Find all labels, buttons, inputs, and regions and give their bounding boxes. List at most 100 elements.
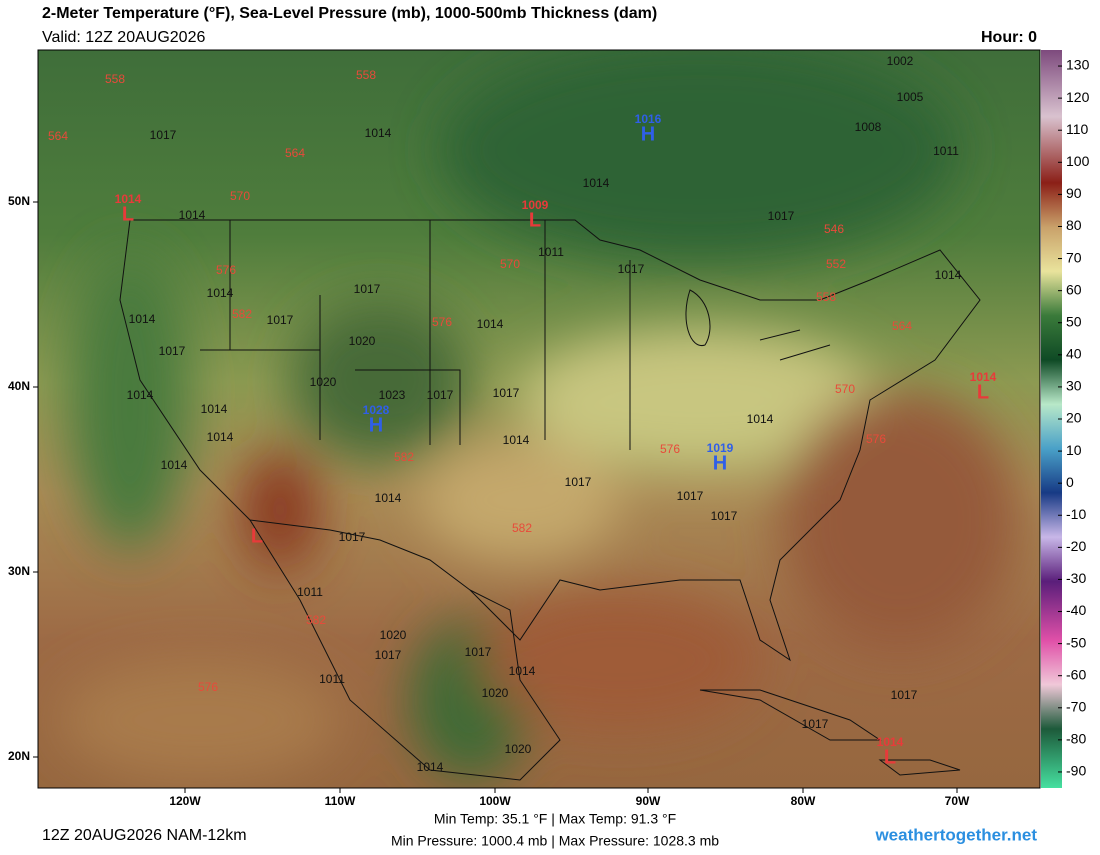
isobar-label: 1014 <box>161 458 188 472</box>
isobar-label: 1014 <box>509 664 536 678</box>
isobar-label: 1011 <box>319 672 345 686</box>
lon-label: 110W <box>325 794 356 808</box>
isobar-label: 1014 <box>207 430 234 444</box>
lon-label: 120W <box>169 794 201 808</box>
colorbar-label: -40 <box>1066 602 1086 618</box>
colorbar-label: 130 <box>1066 57 1090 73</box>
thickness-label: 564 <box>892 319 912 333</box>
isobar-label: 1017 <box>802 717 829 731</box>
isobar-label: 1005 <box>897 90 924 104</box>
isobar-label: 1017 <box>711 509 738 523</box>
lon-label: 100W <box>479 794 511 808</box>
lon-label: 90W <box>636 794 661 808</box>
center-value: 1014 <box>877 735 904 749</box>
center-value: 1016 <box>635 112 662 126</box>
colorbar-label: 120 <box>1066 89 1090 105</box>
colorbar-label: 80 <box>1066 217 1082 233</box>
isobar-label: 1014 <box>583 176 610 190</box>
thickness-label: 582 <box>306 613 326 627</box>
thickness-label: 576 <box>216 263 236 277</box>
model-run: 12Z 20AUG2026 NAM-12km <box>42 827 247 844</box>
thickness-label: 582 <box>232 307 252 321</box>
center-letter: H <box>641 123 655 145</box>
temperature-range: Min Temp: 35.1 °F | Max Temp: 91.3 °F <box>434 811 676 827</box>
thickness-label: 558 <box>356 68 376 82</box>
colorbar-label: -60 <box>1066 666 1086 682</box>
isobar-label: 1014 <box>129 312 156 326</box>
isobar-label: 1020 <box>349 334 376 348</box>
axis-labels: 50N 40N 30N 20N 120W 110W 100W 90W 80W 70W <box>8 194 970 808</box>
contour-labels: 1017 1014 1014 1014 1017 1011 1017 1014 1017 1017… <box>48 54 997 774</box>
brand: weathertogether.net <box>874 825 1037 844</box>
isobar-label: 1014 <box>201 402 228 416</box>
center-letter: L <box>977 381 989 403</box>
thickness-label: 582 <box>394 450 414 464</box>
isobar-label: 1017 <box>354 282 381 296</box>
isobar-label: 1014 <box>365 126 392 140</box>
isobar-label: 1014 <box>179 208 206 222</box>
colorbar-label: 50 <box>1066 313 1082 329</box>
colorbar-label: 60 <box>1066 281 1082 297</box>
thickness-label: 582 <box>512 521 532 535</box>
isobar-label: 1017 <box>768 209 795 223</box>
isobar-label: 1014 <box>747 412 774 426</box>
isobar-label: 1017 <box>427 388 454 402</box>
isobar-label: 1020 <box>505 742 532 756</box>
isobar-label: 1008 <box>855 120 882 134</box>
isobar-label: 1011 <box>297 585 323 599</box>
colorbar-label: 90 <box>1066 185 1082 201</box>
isobar-label: 1017 <box>150 128 177 142</box>
colorbar <box>1041 50 1062 788</box>
colorbar-label: 30 <box>1066 378 1082 394</box>
isobar-label: 1020 <box>482 686 509 700</box>
colorbar-label: 70 <box>1066 249 1082 265</box>
isobar-label: 1017 <box>677 489 704 503</box>
lat-label: 20N <box>8 749 30 763</box>
isobar-label: 1002 <box>887 54 914 68</box>
center-letter: L <box>529 209 541 231</box>
thickness-label: 564 <box>48 129 68 143</box>
isobar-label: 1014 <box>207 286 234 300</box>
isobar-label: 1014 <box>375 491 402 505</box>
colorbar-label: -30 <box>1066 570 1086 586</box>
isobar-label: 1023 <box>379 388 406 402</box>
isobar-label: 1017 <box>493 386 520 400</box>
isobar-label: 1017 <box>375 648 402 662</box>
isobar-label: 1014 <box>935 268 962 282</box>
lat-label: 40N <box>8 379 30 393</box>
center-value: 1009 <box>522 198 549 212</box>
thickness-label: 576 <box>198 680 218 694</box>
colorbar-label: 0 <box>1066 474 1074 490</box>
thickness-label: 570 <box>835 382 855 396</box>
center-letter: L <box>122 203 134 225</box>
temperature-shading <box>60 50 1020 780</box>
isobar-label: 1014 <box>127 388 154 402</box>
isobar-label: 1017 <box>465 645 492 659</box>
thickness-label: 552 <box>826 257 846 271</box>
colorbar-label: 110 <box>1066 121 1089 137</box>
center-value: 1014 <box>115 192 142 206</box>
map: 1017 1014 1014 1014 1017 1011 1017 1014 1017 1017… <box>38 50 1040 788</box>
isobar-label: 1017 <box>159 344 186 358</box>
isobar-label: 1017 <box>891 688 918 702</box>
lat-label: 50N <box>8 194 30 208</box>
boundaries <box>119 219 981 781</box>
isobar-label: 1017 <box>565 475 592 489</box>
isobar-label: 1017 <box>339 530 366 544</box>
thickness-label: 558 <box>816 290 836 304</box>
colorbar-label: -50 <box>1066 634 1086 650</box>
isobar-label: 1014 <box>477 317 504 331</box>
thickness-label: 576 <box>432 315 452 329</box>
center-letter: H <box>369 414 383 436</box>
colorbar-label: -80 <box>1066 731 1086 747</box>
isobar-label: 1020 <box>380 628 407 642</box>
pressure-range: Min Pressure: 1000.4 mb | Max Pressure: … <box>391 833 719 849</box>
colorbar-label: -70 <box>1066 698 1086 714</box>
valid-time: Valid: 12Z 20AUG2026 <box>42 29 205 46</box>
center-letter: H <box>713 452 727 474</box>
thickness-label: 546 <box>824 222 844 236</box>
center-letter: L <box>251 525 263 547</box>
forecast-hour: Hour: 0 <box>981 29 1037 46</box>
center-value: 1014 <box>970 370 997 384</box>
